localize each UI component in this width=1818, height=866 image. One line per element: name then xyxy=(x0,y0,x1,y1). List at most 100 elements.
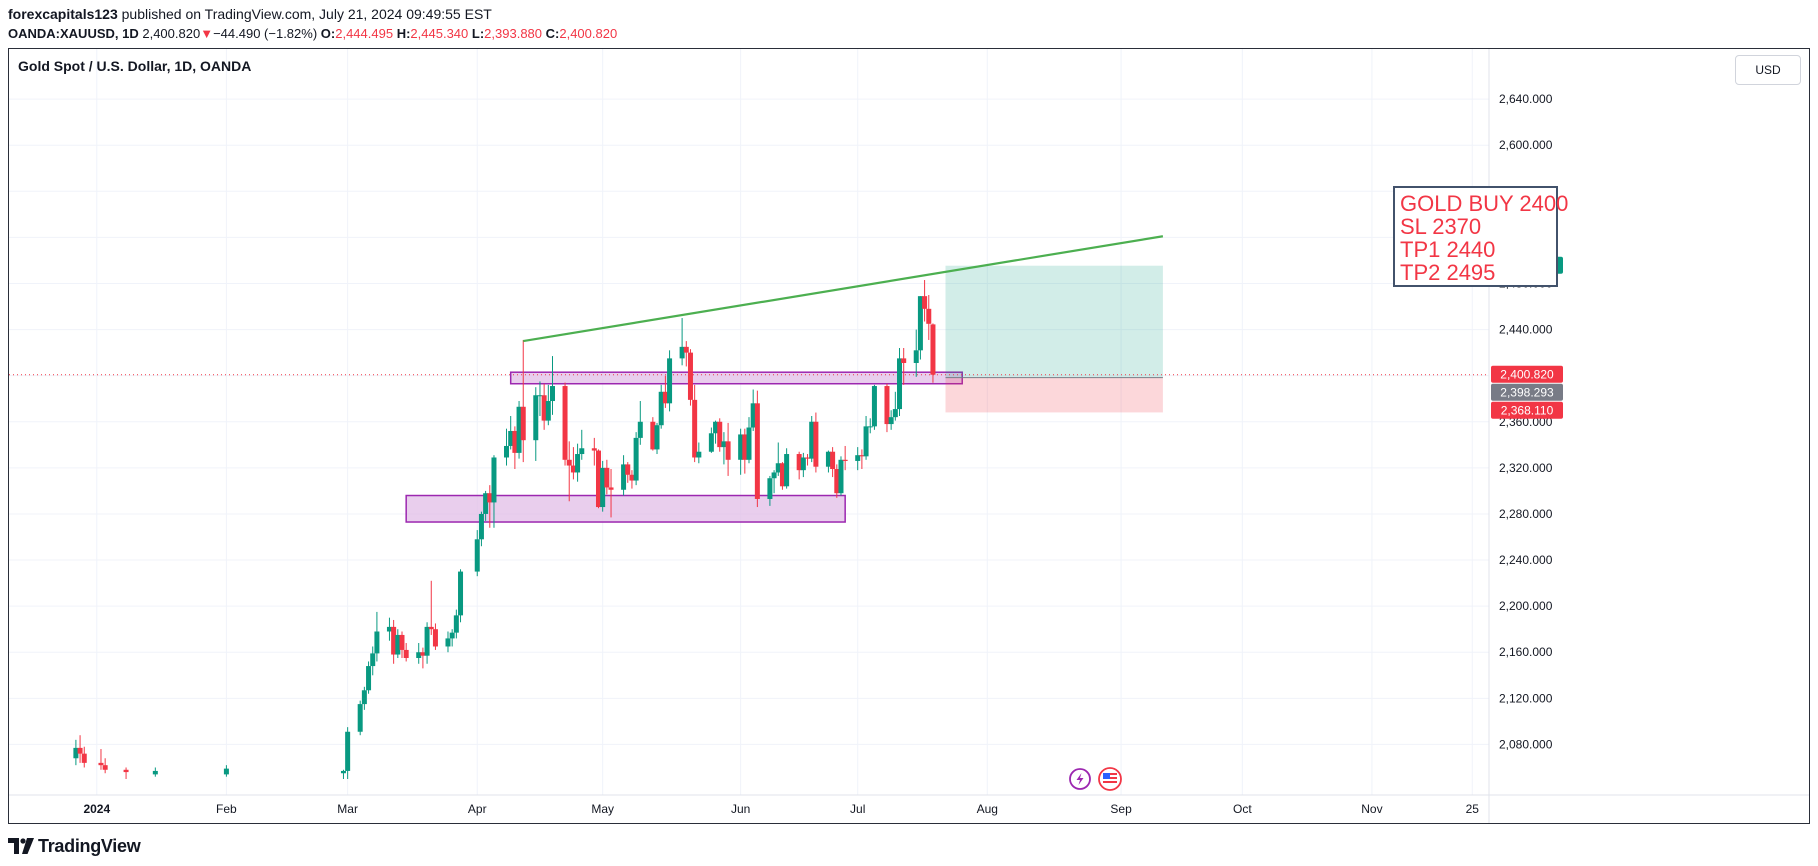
candle-body xyxy=(830,451,836,470)
long-position-tool[interactable] xyxy=(945,265,1163,413)
candle-body xyxy=(813,421,819,467)
event-markers[interactable] xyxy=(1069,767,1122,791)
candle-body xyxy=(926,308,932,324)
candle-body xyxy=(721,441,727,448)
time-axis[interactable]: 2024 Feb Mar Apr May Jun Jul Aug Sep Oct Nov 25 xyxy=(9,794,1809,816)
candle-body xyxy=(930,324,936,375)
candle-body xyxy=(591,448,597,451)
candle xyxy=(102,758,108,774)
candle-body xyxy=(520,406,526,441)
trade-note-box[interactable]: GOLD BUY 2400 SL 2370 TP1 2440 TP2 2495 xyxy=(1393,186,1568,287)
price-tick-label: 2,280.000 xyxy=(1499,507,1553,521)
price-axis[interactable]: 2,080.000 2,120.000 2,160.000 2,200.000 2,24… xyxy=(1488,49,1563,823)
price-tick-label: 2,160.000 xyxy=(1499,645,1553,659)
candle xyxy=(633,432,639,486)
candle xyxy=(637,401,643,445)
candle-body xyxy=(892,409,898,418)
candle xyxy=(746,417,752,464)
resistance-support-zone[interactable] xyxy=(509,371,963,385)
candle xyxy=(520,339,526,463)
candle xyxy=(871,384,877,430)
currency-button[interactable]: USD xyxy=(1735,55,1801,85)
candle-body xyxy=(738,434,744,460)
candle xyxy=(687,349,693,406)
candle xyxy=(917,296,923,360)
candle-body xyxy=(399,634,405,650)
price-chart[interactable]: 2,080.000 2,120.000 2,160.000 2,200.000 2,24… xyxy=(9,49,1809,823)
tradingview-logo-icon xyxy=(8,838,34,854)
time-tick-label: Oct xyxy=(1233,802,1252,816)
author-name[interactable]: forexcapitals123 xyxy=(8,6,118,22)
candle-body xyxy=(595,450,601,508)
price-tick-label: 2,120.000 xyxy=(1499,691,1553,705)
publication-line: forexcapitals123 published on TradingVie… xyxy=(8,4,1808,24)
candle xyxy=(416,643,422,664)
candle-body xyxy=(800,457,806,471)
last-price-badge[interactable]: 2,400.820 xyxy=(1491,365,1563,383)
candle-series xyxy=(73,280,936,779)
candle xyxy=(77,735,83,763)
candle-body xyxy=(650,421,656,450)
candle xyxy=(223,765,229,777)
candle-body xyxy=(370,653,376,667)
candle xyxy=(366,661,372,694)
note-line-tp2: TP2 2495 xyxy=(1400,260,1496,285)
candle xyxy=(930,323,936,383)
candle xyxy=(374,611,380,662)
entry-price-badge-bg xyxy=(1491,383,1563,401)
candle-body xyxy=(658,391,664,426)
entry-price-badge[interactable]: 2,398.293 xyxy=(1491,383,1563,401)
candle-body xyxy=(771,472,777,479)
candle-body xyxy=(508,430,514,446)
candle-body xyxy=(445,638,451,647)
candle xyxy=(884,383,890,433)
loss-zone[interactable] xyxy=(945,377,1163,413)
demand-zone[interactable] xyxy=(405,494,846,523)
stop-price-badge[interactable]: 2,368.110 xyxy=(1491,401,1563,419)
time-tick-label: Apr xyxy=(468,802,487,816)
candle-body xyxy=(340,770,346,774)
candle-body xyxy=(683,346,689,353)
us-flag-icon[interactable] xyxy=(1098,767,1122,791)
candle xyxy=(696,442,702,464)
candle xyxy=(575,443,581,482)
candle xyxy=(600,460,606,512)
time-tick-label: May xyxy=(591,802,614,816)
candle xyxy=(449,629,455,647)
candle xyxy=(483,490,489,521)
candle-body xyxy=(662,391,668,404)
candle-body xyxy=(754,403,760,499)
candle-body xyxy=(884,386,890,425)
lightning-icon[interactable] xyxy=(1069,768,1091,790)
chart-pane[interactable]: 2,080.000 2,120.000 2,160.000 2,200.000 2,24… xyxy=(8,48,1810,824)
candle xyxy=(545,384,551,426)
trendline[interactable] xyxy=(523,235,1164,343)
candle-body xyxy=(570,465,576,473)
candle xyxy=(562,382,568,466)
candle xyxy=(800,452,806,478)
candle-body xyxy=(859,455,865,457)
candle-body xyxy=(541,395,547,421)
candle xyxy=(608,469,614,518)
tradingview-logo[interactable]: TradingView xyxy=(8,836,141,857)
candle xyxy=(721,432,727,465)
publication-header: forexcapitals123 published on TradingVie… xyxy=(8,4,1808,44)
candle-body xyxy=(73,747,79,759)
profit-zone[interactable] xyxy=(945,265,1163,378)
candle-body xyxy=(562,386,568,460)
change-arrow-icon: ▼ xyxy=(200,26,214,41)
close-label: C: xyxy=(545,26,560,41)
candle-body xyxy=(679,346,685,359)
candle-body xyxy=(449,632,455,639)
candle xyxy=(838,456,844,496)
candle xyxy=(867,418,873,434)
candle xyxy=(541,383,547,430)
candle xyxy=(550,356,556,415)
candle xyxy=(842,445,848,471)
last-price: 2,400.820 xyxy=(142,26,201,41)
candle xyxy=(650,417,656,451)
candle-body xyxy=(825,451,831,467)
close-value: 2,400.820 xyxy=(559,26,618,41)
candle xyxy=(750,389,756,431)
candle-body xyxy=(746,427,752,460)
